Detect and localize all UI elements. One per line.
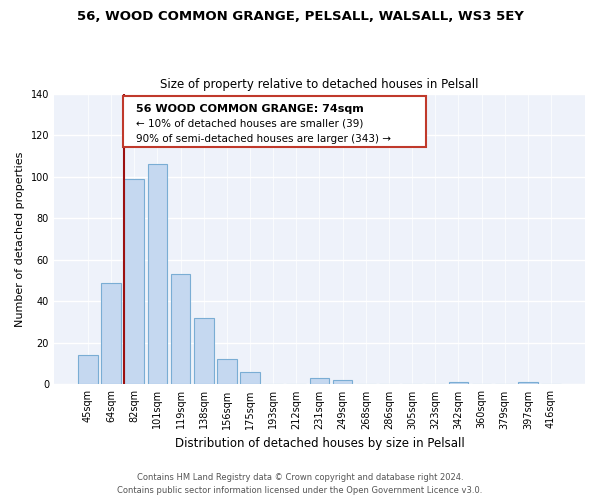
X-axis label: Distribution of detached houses by size in Pelsall: Distribution of detached houses by size … <box>175 437 464 450</box>
Bar <box>194 318 214 384</box>
Text: ← 10% of detached houses are smaller (39): ← 10% of detached houses are smaller (39… <box>136 119 364 129</box>
Text: Contains HM Land Registry data © Crown copyright and database right 2024.
Contai: Contains HM Land Registry data © Crown c… <box>118 474 482 495</box>
Bar <box>310 378 329 384</box>
Text: 56, WOOD COMMON GRANGE, PELSALL, WALSALL, WS3 5EY: 56, WOOD COMMON GRANGE, PELSALL, WALSALL… <box>77 10 523 23</box>
Bar <box>333 380 352 384</box>
Text: 90% of semi-detached houses are larger (343) →: 90% of semi-detached houses are larger (… <box>136 134 391 144</box>
Title: Size of property relative to detached houses in Pelsall: Size of property relative to detached ho… <box>160 78 479 91</box>
Bar <box>217 360 236 384</box>
Bar <box>123 96 425 148</box>
Bar <box>240 372 260 384</box>
Bar <box>148 164 167 384</box>
Bar <box>449 382 468 384</box>
Bar <box>124 178 144 384</box>
Y-axis label: Number of detached properties: Number of detached properties <box>15 152 25 326</box>
Text: 56 WOOD COMMON GRANGE: 74sqm: 56 WOOD COMMON GRANGE: 74sqm <box>136 104 364 114</box>
Bar <box>170 274 190 384</box>
Bar <box>518 382 538 384</box>
Bar <box>78 356 98 384</box>
Bar <box>101 282 121 384</box>
